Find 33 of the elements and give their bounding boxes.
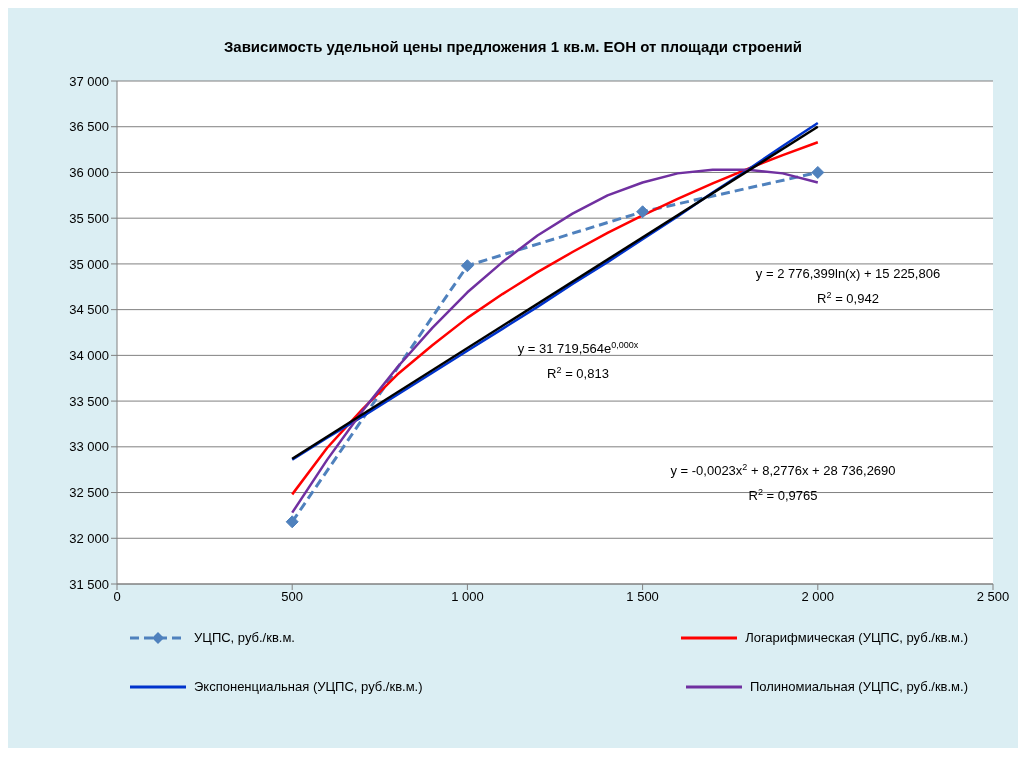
y-tick-label: 34 500 xyxy=(69,302,109,318)
y-tick-label: 35 500 xyxy=(69,210,109,226)
x-tick-label: 500 xyxy=(281,589,304,605)
x-tick-label: 2 500 xyxy=(976,589,1010,605)
annotation: R$^{2}$ = 0,942 xyxy=(817,290,879,306)
point xyxy=(811,165,825,179)
point xyxy=(460,259,474,273)
y-tick-label: 32 000 xyxy=(69,530,109,546)
y-tick-label: 31 500 xyxy=(69,576,109,592)
point xyxy=(285,515,299,529)
legend-label: Логарифмическая (УЦПС, руб./кв.м.) xyxy=(745,630,968,645)
y-tick-label: 37 000 xyxy=(69,73,109,89)
annotation: y = -0,0023x$^{2}$ + 8,2776x + 28 736,2690 xyxy=(670,462,896,478)
x-tick-label: 1 000 xyxy=(451,589,484,605)
point xyxy=(636,205,650,219)
annotation: y = 2 776,399ln(x) + 15 225,806 xyxy=(755,266,941,281)
legend-label: УЦПС, руб./кв.м. xyxy=(194,630,295,645)
x-tick-label: 2 000 xyxy=(801,589,835,605)
y-tick-label: 35 000 xyxy=(69,256,109,272)
legend-label: Полиномиальная (УЦПС, руб./кв.м.) xyxy=(749,679,968,694)
annotation: R$^{2}$ = 0,813 xyxy=(547,365,609,381)
annotation: y = 31 719,564e$^{0,000x}$ xyxy=(517,340,639,356)
x-tick-label: 0 xyxy=(113,589,121,605)
y-tick-label: 32 500 xyxy=(69,485,109,501)
chart-title: Зависимость удельной цены предложения 1 кв.м. ЕОН от площади строений xyxy=(222,38,804,55)
x-tick-label: 1 500 xyxy=(626,589,659,605)
y-tick-label: 36 000 xyxy=(69,165,109,181)
y-tick-label: 33 500 xyxy=(69,393,109,409)
y-tick-label: 36 500 xyxy=(69,119,109,135)
y-tick-label: 33 000 xyxy=(69,439,109,455)
legend-label: Экспоненциальная (УЦПС, руб./кв.м.) xyxy=(194,679,423,694)
annotation: R$^{2}$ = 0,9765 xyxy=(748,487,818,503)
y-tick-label: 34 000 xyxy=(69,347,109,363)
